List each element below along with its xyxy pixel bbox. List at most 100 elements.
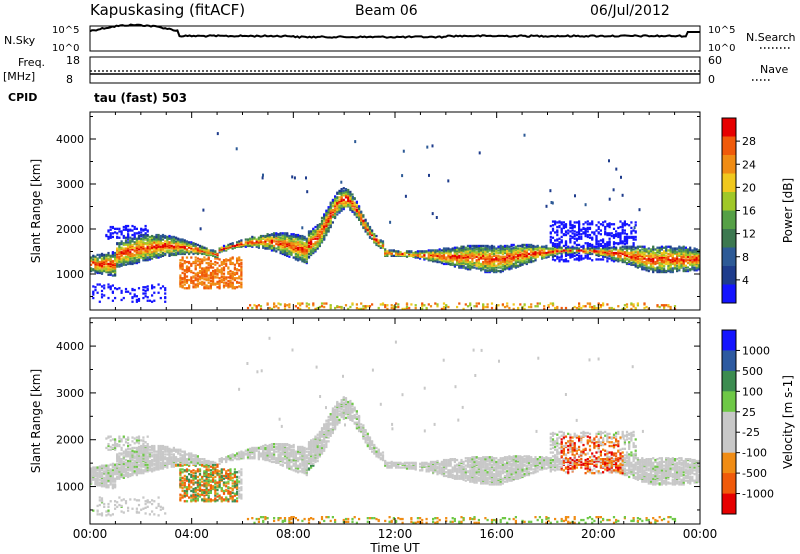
ylabel: Slant Range [km] bbox=[29, 369, 43, 473]
colorbar-segment bbox=[722, 229, 736, 248]
cpid-label: CPID bbox=[8, 91, 37, 104]
nave-tick-bottom: 0 bbox=[708, 73, 715, 86]
noise-ytick-right-bottom: 10^0 bbox=[708, 43, 735, 54]
colorbar-label: Velocity [m s-1] bbox=[781, 375, 795, 469]
plot-area bbox=[90, 318, 700, 524]
isolated-echo bbox=[246, 362, 249, 365]
ytick-label: 1000 bbox=[56, 268, 84, 281]
colorbar-tick-label: 24 bbox=[742, 158, 756, 171]
isolated-echo bbox=[402, 149, 405, 153]
nsearch-label: N.Search bbox=[746, 31, 796, 44]
colorbar-segment bbox=[722, 266, 736, 285]
xtick-label: 04:00 bbox=[174, 527, 209, 541]
noise-ytick-right-top: 10^5 bbox=[708, 25, 735, 36]
isolated-echo bbox=[238, 387, 241, 391]
isolated-echo bbox=[584, 203, 587, 207]
colorbar-tick-label: 28 bbox=[742, 135, 756, 148]
colorbar-segment bbox=[722, 411, 736, 433]
isolated-echo bbox=[199, 227, 202, 231]
colorbar-segment bbox=[722, 370, 736, 392]
isolated-echo bbox=[342, 374, 344, 378]
isolated-echo bbox=[478, 151, 481, 155]
isolated-echo bbox=[401, 393, 404, 397]
isolated-echo bbox=[391, 422, 394, 426]
freq-tick-top: 18 bbox=[66, 54, 80, 67]
xlabel: Time UT bbox=[369, 541, 420, 554]
isolated-echo bbox=[638, 208, 641, 212]
colorbar-tick-label: 500 bbox=[742, 365, 763, 378]
noise-panel: 10^5 10^0 10^5 10^0 bbox=[52, 23, 790, 54]
colorbar-segment bbox=[722, 432, 736, 454]
colorbar-segment bbox=[722, 173, 736, 193]
isolated-echo bbox=[435, 216, 438, 219]
station-title: Kapuskasing (fitACF) bbox=[90, 1, 245, 19]
xtick-label: 16:00 bbox=[479, 527, 514, 541]
isolated-echo bbox=[602, 437, 605, 441]
isolated-echo bbox=[354, 140, 357, 144]
colorbar-tick-label: -25 bbox=[742, 426, 760, 439]
nave-label: Nave bbox=[760, 63, 788, 76]
isolated-echo bbox=[293, 176, 296, 180]
noise-ytick-left-bottom: 10^0 bbox=[52, 43, 79, 54]
colorbar-segment bbox=[722, 136, 736, 156]
isolated-echo bbox=[431, 144, 434, 148]
isolated-echo bbox=[280, 424, 283, 428]
nsky-label: N.Sky bbox=[4, 34, 36, 47]
colorbar-label: Power [dB] bbox=[781, 178, 795, 243]
freq-tick-bottom: 8 bbox=[66, 73, 73, 86]
colorbar-tick-label: -500 bbox=[742, 467, 767, 480]
date-title: 06/Jul/2012 bbox=[590, 3, 670, 19]
velocity-colorbar: 1000 500 100 25 -25 -100 -500 -1000 Velocity [m … bbox=[721, 329, 795, 515]
isolated-echo bbox=[256, 370, 259, 374]
isolated-echo bbox=[319, 395, 322, 398]
colorbar-frame bbox=[721, 329, 737, 515]
cpid-text: tau (fast) 503 bbox=[94, 91, 187, 105]
isolated-echo bbox=[545, 204, 548, 208]
ytick-label: 4000 bbox=[56, 340, 84, 353]
xtick-label: 00:00 bbox=[73, 527, 108, 541]
isolated-echo bbox=[535, 429, 538, 433]
isolated-echo bbox=[262, 173, 264, 177]
isolated-echo bbox=[633, 226, 636, 230]
isolated-echo bbox=[391, 427, 394, 431]
noise-frame bbox=[89, 25, 701, 52]
isolated-echo bbox=[641, 429, 644, 433]
isolated-echo bbox=[394, 340, 397, 344]
nave-tick-top: 60 bbox=[708, 54, 722, 67]
isolated-echo bbox=[597, 357, 600, 361]
isolated-echo bbox=[454, 385, 457, 389]
isolated-echo bbox=[306, 190, 309, 194]
colorbar-segment bbox=[722, 118, 736, 137]
ytick-label: 2000 bbox=[56, 434, 84, 447]
colorbar-segment bbox=[722, 452, 736, 474]
ytick-label: 3000 bbox=[56, 387, 84, 400]
xtick-label: 20:00 bbox=[581, 527, 616, 541]
isolated-echo bbox=[423, 429, 426, 433]
isolated-echo bbox=[612, 188, 615, 192]
isolated-echo bbox=[537, 356, 540, 360]
echo-cells bbox=[90, 132, 700, 311]
isolated-echo bbox=[433, 422, 436, 426]
isolated-echo bbox=[608, 159, 610, 163]
isolated-echo bbox=[615, 167, 618, 171]
isolated-echo bbox=[574, 194, 576, 198]
colorbar-tick-label: 20 bbox=[742, 181, 756, 194]
colorbar-segment bbox=[722, 284, 736, 304]
isolated-echo bbox=[305, 176, 307, 180]
noise-ytick-left-top: 10^5 bbox=[52, 25, 79, 36]
ytick-label: 3000 bbox=[56, 178, 84, 191]
ytick-label: 1000 bbox=[56, 481, 84, 494]
colorbar-tick-label: -100 bbox=[742, 447, 767, 460]
isolated-echo bbox=[461, 405, 464, 409]
isolated-echo bbox=[260, 369, 263, 373]
isolated-echo bbox=[371, 368, 374, 372]
isolated-echo bbox=[480, 348, 483, 352]
isolated-echo bbox=[620, 175, 622, 179]
colorbar-segment bbox=[722, 210, 736, 230]
isolated-echo bbox=[261, 176, 264, 180]
isolated-echo bbox=[401, 174, 404, 178]
isolated-echo bbox=[426, 145, 429, 149]
isolated-echo bbox=[202, 208, 205, 212]
isolated-echo bbox=[291, 175, 294, 179]
